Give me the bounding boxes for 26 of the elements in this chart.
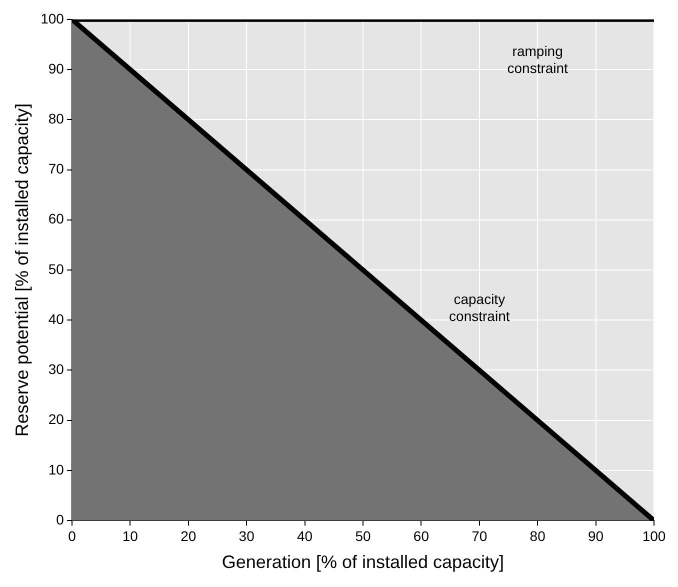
annotation: ramping constraint <box>507 42 568 76</box>
y-axis-title: Reserve potential [% of installed capacity] <box>12 103 32 437</box>
x-tick-label: 80 <box>530 528 546 544</box>
x-tick-label: 70 <box>472 528 488 544</box>
y-tick-label: 30 <box>48 361 64 378</box>
x-tick-label: 50 <box>355 528 371 544</box>
y-tick-label: 90 <box>48 60 64 76</box>
y-tick-label: 10 <box>48 461 64 478</box>
x-tick-label: 10 <box>122 528 138 544</box>
y-tick-label: 70 <box>48 160 64 177</box>
x-tick-label: 30 <box>238 528 255 544</box>
y-tick-label: 0 <box>56 511 64 528</box>
x-axis-title: Generation [% of installed capacity] <box>222 552 504 572</box>
x-tick-label: 90 <box>588 528 604 544</box>
x-tick-label: 40 <box>296 528 313 544</box>
x-tick-label: 100 <box>642 528 666 544</box>
y-tick-label: 80 <box>48 110 64 126</box>
y-tick-label: 100 <box>40 10 64 26</box>
x-tick-label: 20 <box>180 528 196 544</box>
y-tick-label: 40 <box>48 310 64 327</box>
x-tick-label: 0 <box>68 528 76 544</box>
y-tick-label: 20 <box>48 411 64 428</box>
annotation: capacity constraint <box>449 291 510 324</box>
x-tick-label: 60 <box>413 528 430 544</box>
y-tick-label: 50 <box>48 260 64 277</box>
y-tick-label: 60 <box>48 210 64 227</box>
